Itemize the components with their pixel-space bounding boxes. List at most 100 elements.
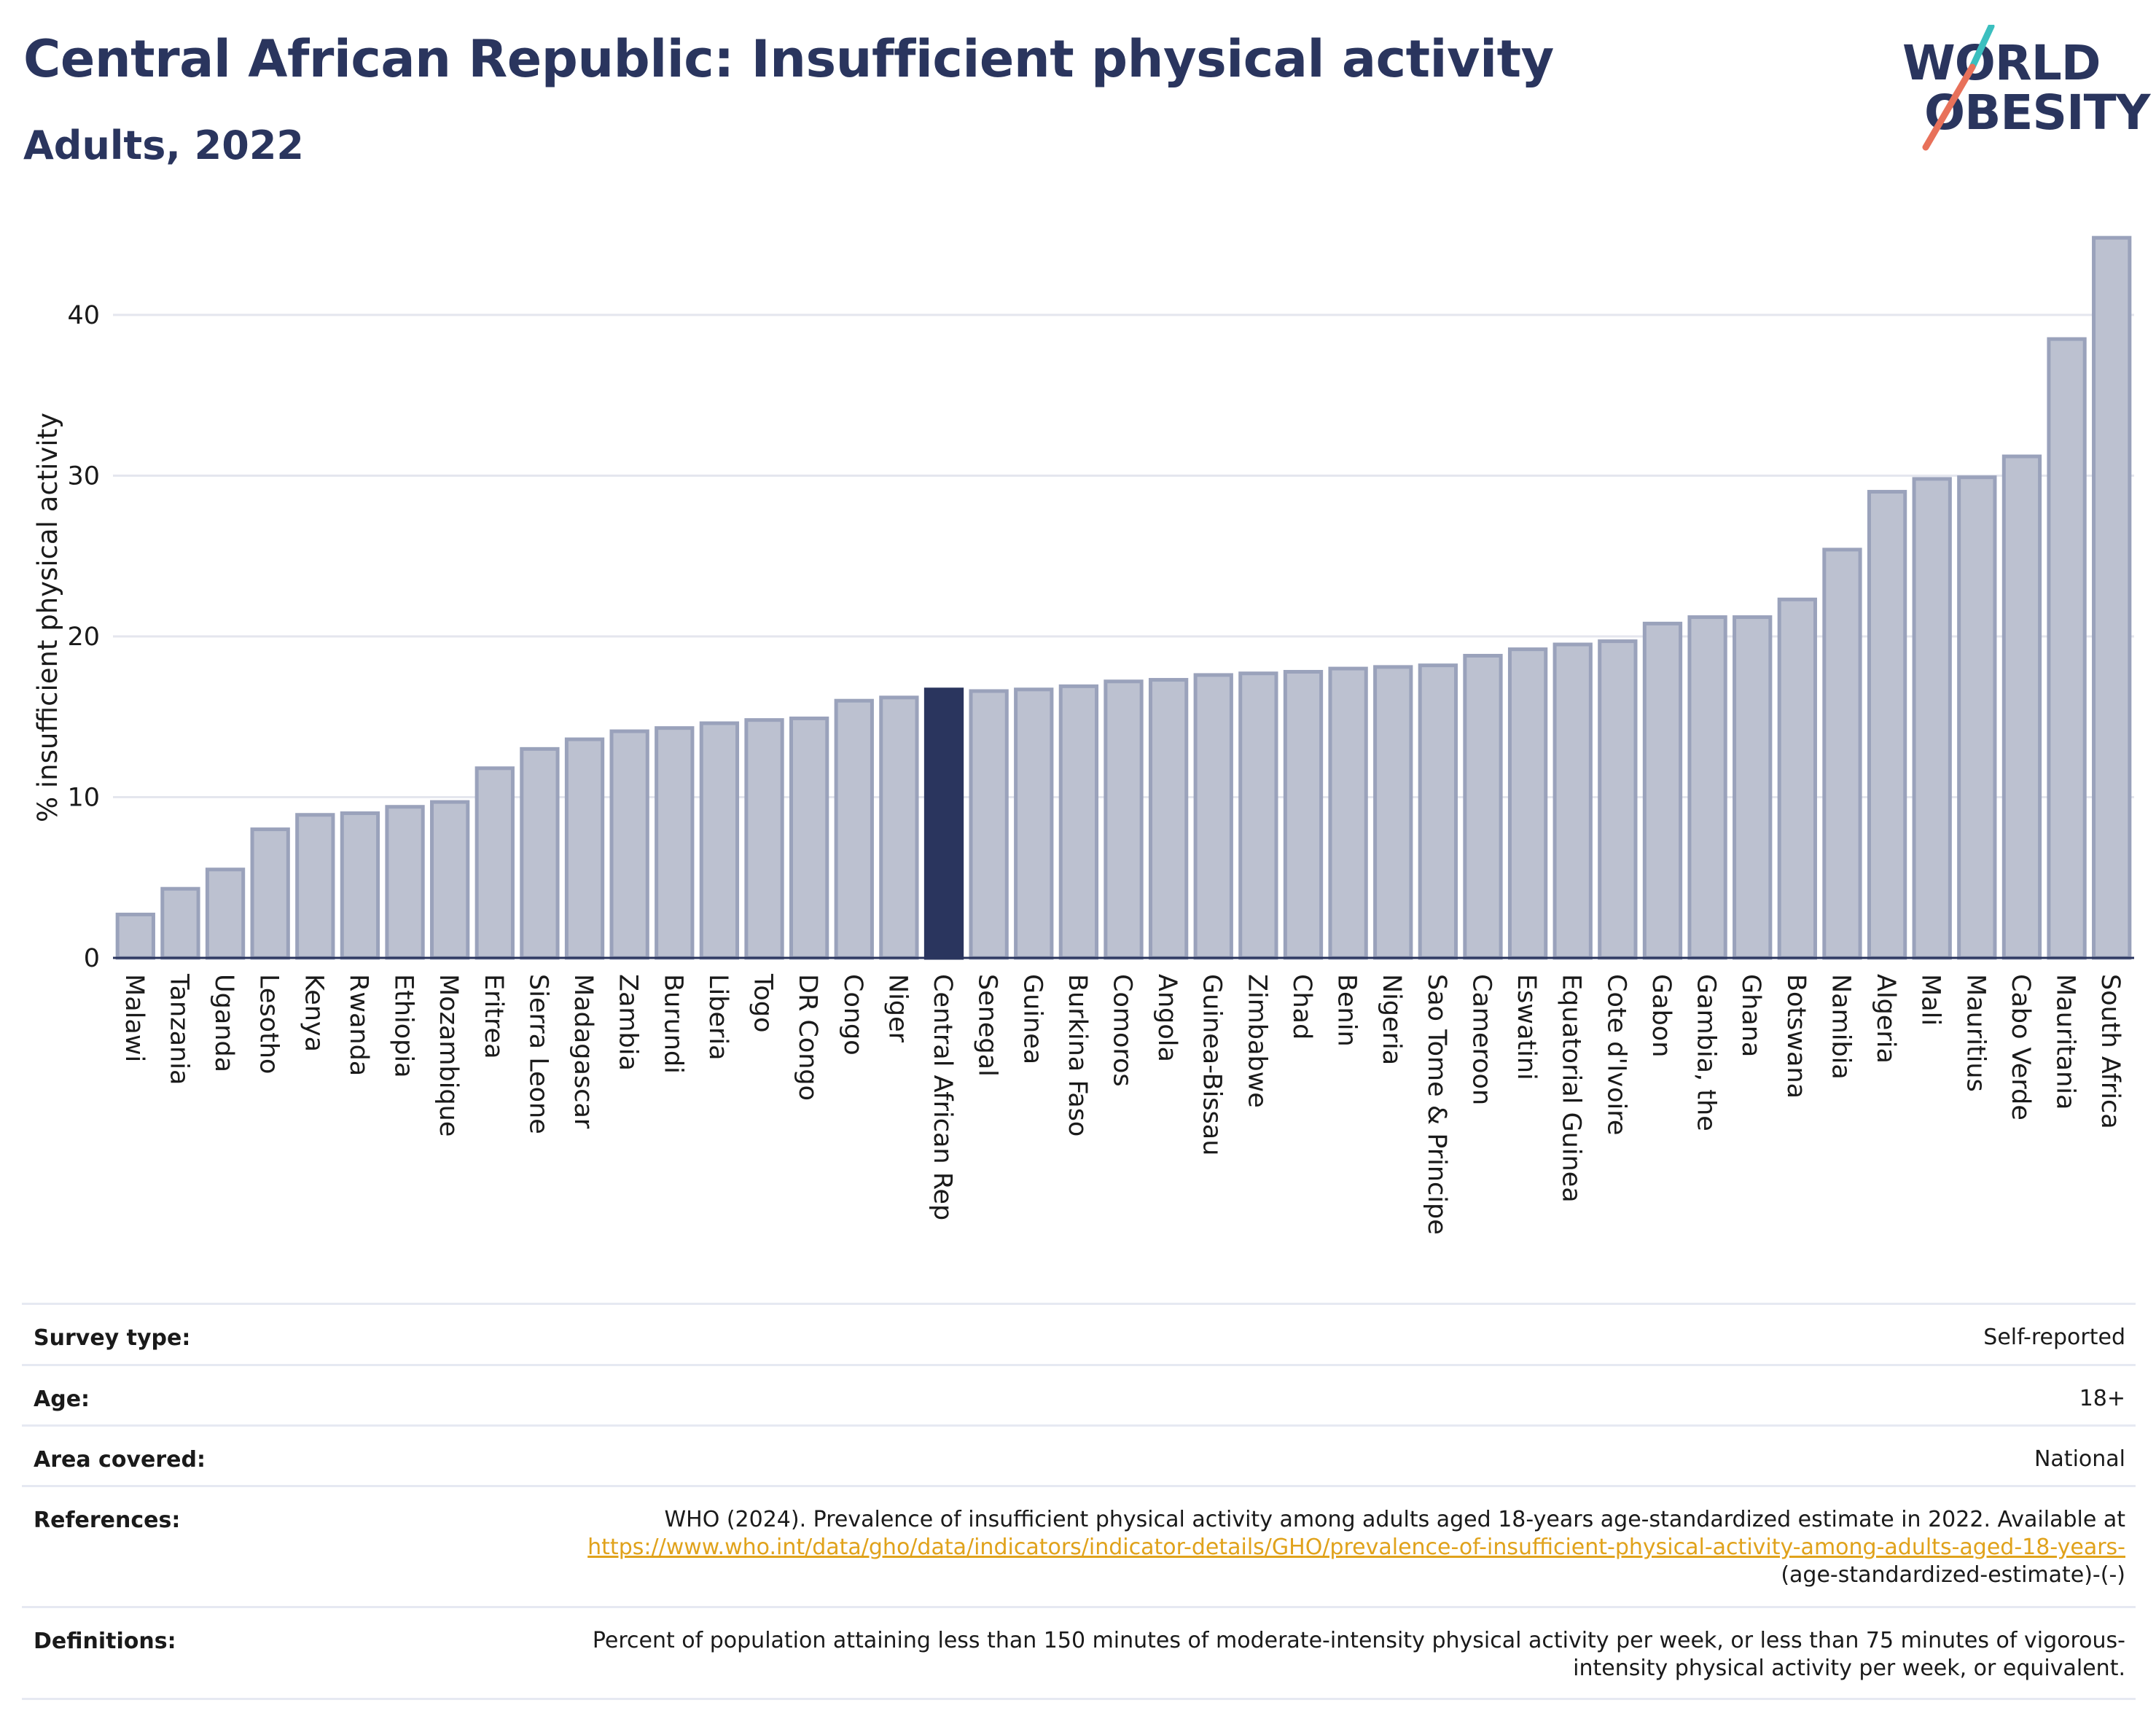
bar: [1642, 621, 1683, 960]
bar: [1148, 678, 1189, 960]
reference-text-suffix: (age-standardized-estimate)-(-): [1781, 1562, 2125, 1588]
x-tick-label: Lesotho: [254, 974, 284, 1074]
info-key: Area covered:: [34, 1447, 206, 1473]
x-tick-label: Eritrea: [479, 974, 508, 1059]
x-tick-label: Angola: [1152, 974, 1181, 1062]
bar: [789, 716, 829, 960]
logo-line-2: OBESITY: [1924, 85, 2150, 141]
bar-chart: 0 10 20 30 40 Malawi Tanzania Uganda Lesotho Keny…: [32, 235, 2134, 1235]
bar: [250, 827, 290, 960]
x-tick-label: Malawi: [120, 974, 149, 1062]
bar: [205, 868, 246, 960]
x-tick-label: Niger: [883, 974, 912, 1043]
bar: [834, 698, 874, 960]
bar: [1283, 670, 1324, 960]
info-value: WHO (2024). Prevalence of insufficient p…: [542, 1506, 2125, 1589]
x-tick-label: Senegal: [973, 974, 1002, 1077]
bar: [160, 886, 200, 960]
reference-text: WHO (2024). Prevalence of insufficient p…: [664, 1507, 2125, 1532]
x-tick-label: Namibia: [1826, 974, 1855, 1080]
bar: [340, 811, 380, 960]
info-row-area: Area covered: National: [22, 1424, 2136, 1485]
info-key: Survey type:: [34, 1325, 191, 1351]
bar-highlighted: [923, 687, 964, 960]
bar: [2001, 454, 2042, 960]
info-key: Age:: [34, 1387, 90, 1412]
world-obesity-logo: WORLD OBESITY: [1902, 25, 2150, 156]
bar: [564, 737, 605, 960]
bar: [1552, 642, 1593, 960]
bar: [1957, 475, 1997, 960]
x-tick-label: Zimbabwe: [1242, 974, 1271, 1108]
info-table: Survey type: Self-reported Age: 18+ Area…: [22, 1303, 2136, 1700]
x-tick-label: Gabon: [1647, 974, 1676, 1057]
x-tick-label: Gambia, the: [1692, 974, 1721, 1131]
x-tick-label: Comoros: [1108, 974, 1137, 1087]
x-tick-label: Chad: [1287, 974, 1316, 1040]
x-tick-label: Burkina Faso: [1063, 974, 1092, 1136]
x-tick-label: Sierra Leone: [523, 974, 552, 1134]
logo-slash-icon: [1922, 25, 1995, 151]
info-value: Self-reported: [1983, 1325, 2125, 1350]
x-tick-label: Equatorial Guinea: [1557, 974, 1586, 1203]
x-tick-label: Togo: [749, 973, 778, 1032]
bar: [1238, 671, 1278, 960]
x-tick-label: Eswatini: [1512, 974, 1541, 1080]
x-tick-label: Rwanda: [344, 974, 373, 1076]
info-row-survey-type: Survey type: Self-reported: [22, 1303, 2136, 1364]
bar: [1507, 647, 1548, 960]
info-table-end: [22, 1698, 2136, 1700]
y-tick-label: 20: [67, 623, 100, 652]
info-value: National: [2034, 1446, 2125, 1472]
bar: [385, 805, 425, 960]
x-tick-label: Mozambique: [434, 974, 463, 1136]
x-tick-label: Ethiopia: [389, 974, 418, 1078]
info-key: References:: [34, 1508, 181, 1533]
x-tick-label: Kenya: [299, 974, 328, 1052]
x-tick-label: Burundi: [658, 974, 687, 1074]
x-tick-label: South Africa: [2096, 974, 2125, 1129]
chart-title: Central African Republic: Insufficient p…: [23, 29, 1554, 89]
x-tick-label: Ghana: [1736, 974, 1765, 1057]
x-tick-label: Mali: [1916, 974, 1945, 1026]
chart-subtitle: Adults, 2022: [23, 122, 304, 168]
bar: [969, 689, 1009, 960]
x-tick-label: Cameroon: [1466, 974, 1496, 1105]
info-row-references: References: WHO (2024). Prevalence of in…: [22, 1485, 2136, 1606]
y-tick-label: 0: [84, 944, 100, 973]
x-tick-label: Guinea-Bissau: [1198, 974, 1227, 1155]
bar: [699, 721, 740, 960]
x-tick-label: Central African Rep: [928, 974, 957, 1220]
x-tick-label: Benin: [1332, 974, 1362, 1047]
info-value: 18+: [2079, 1386, 2125, 1411]
bar: [1733, 615, 1773, 960]
info-row-age: Age: 18+: [22, 1364, 2136, 1424]
bar: [1058, 684, 1099, 960]
x-tick-label: Guinea: [1018, 974, 1047, 1064]
bar: [474, 766, 515, 960]
bar: [1777, 597, 1817, 960]
bar: [1104, 679, 1144, 960]
x-tick-label: Congo: [838, 974, 867, 1056]
bar: [1867, 490, 1907, 960]
bar: [2047, 337, 2087, 960]
x-tick-label: Mauritius: [1961, 974, 1990, 1092]
bar: [115, 912, 155, 960]
bar: [609, 729, 649, 960]
bar: [2092, 235, 2132, 960]
bar: [295, 813, 335, 960]
y-tick-label: 30: [67, 462, 100, 491]
bar: [1193, 673, 1233, 960]
bar: [744, 718, 784, 960]
bar: [879, 695, 919, 960]
bar: [1328, 666, 1368, 960]
info-key: Definitions:: [34, 1629, 176, 1654]
info-value: Percent of population attaining less tha…: [592, 1628, 2125, 1681]
logo-line-1: WORLD: [1902, 35, 2101, 91]
reference-link[interactable]: https://www.who.int/data/gho/data/indica…: [587, 1535, 2125, 1560]
x-tick-label: Uganda: [209, 974, 238, 1072]
bar: [1912, 477, 1952, 960]
y-axis-title: % insufficient physical activity: [32, 413, 63, 822]
x-tick-label: Sao Tome & Principe: [1422, 974, 1451, 1235]
y-tick-label: 10: [67, 784, 100, 813]
